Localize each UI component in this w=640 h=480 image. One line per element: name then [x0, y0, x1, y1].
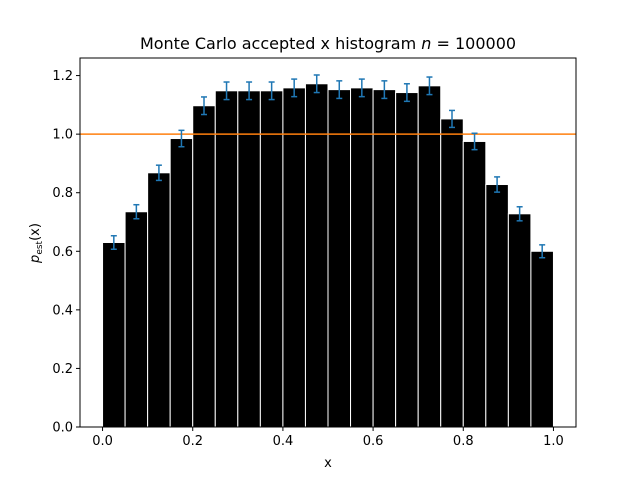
histogram-bar: [350, 87, 374, 428]
histogram-bar: [485, 184, 509, 428]
histogram-bar: [102, 242, 126, 428]
axes-frame: [79, 57, 577, 428]
y-tick-label: 1.2: [52, 69, 73, 84]
plot-area: 0.0 0.2 0.4 0.6 0.8 1.0 0.0 0.2 0.4 0.6 0.8 1.0 1.2: [52, 57, 577, 449]
histogram-bar: [507, 213, 532, 428]
error-bar: [246, 81, 253, 101]
error-bar: [516, 206, 523, 222]
error-bar: [110, 235, 117, 250]
histogram-bar: [214, 90, 239, 428]
histogram-bar: [192, 105, 216, 428]
x-tick-label: 0.0: [92, 434, 113, 449]
x-tick-label: 0.2: [182, 434, 203, 449]
x-tick-label: 0.4: [273, 434, 294, 449]
error-bar: [291, 78, 298, 98]
y-tick-label: 0.0: [52, 421, 73, 436]
chart-title: Monte Carlo accepted x histogram n = 100…: [140, 34, 516, 53]
error-bar: [449, 109, 455, 129]
y-tick-label: 0.4: [52, 303, 73, 318]
histogram-bar: [259, 90, 284, 428]
error-bar: [268, 81, 275, 101]
x-tick-label: 1.0: [543, 434, 564, 449]
histogram-bar: [440, 118, 464, 428]
error-bar: [155, 164, 162, 182]
error-bar: [471, 132, 478, 151]
error-bar: [426, 76, 433, 96]
y-tick-label: 1.0: [52, 128, 73, 143]
error-bar: [336, 80, 343, 100]
histogram-bar: [327, 89, 352, 428]
y-axis-label: pest(x): [28, 223, 45, 264]
histogram-bar: [417, 85, 442, 428]
error-bar: [133, 203, 140, 220]
x-axis-label: x: [324, 456, 332, 471]
error-bar: [539, 244, 546, 259]
histogram-bar: [237, 90, 261, 428]
y-tick-label: 0.6: [52, 245, 73, 260]
histogram-bar: [124, 211, 149, 428]
histogram-bar: [372, 89, 397, 428]
histogram-bar: [147, 172, 171, 428]
y-tick-label: 0.2: [52, 362, 73, 377]
error-bar: [381, 80, 388, 100]
histogram-bar: [395, 92, 419, 428]
histogram-bar: [169, 138, 194, 428]
error-bar: [358, 78, 365, 98]
histogram-bar: [282, 87, 306, 428]
x-tick-label: 0.8: [453, 434, 474, 449]
histogram-bar: [462, 140, 487, 428]
histogram-bar: [304, 83, 329, 428]
error-bar: [223, 81, 230, 101]
error-bar: [178, 129, 185, 148]
error-bar: [201, 96, 207, 116]
error-bar: [494, 176, 501, 193]
error-bar: [313, 74, 320, 94]
x-tick-label: 0.6: [363, 434, 384, 449]
error-bar: [403, 83, 410, 103]
y-tick-label: 0.8: [52, 186, 73, 201]
histogram-bar: [530, 250, 554, 428]
